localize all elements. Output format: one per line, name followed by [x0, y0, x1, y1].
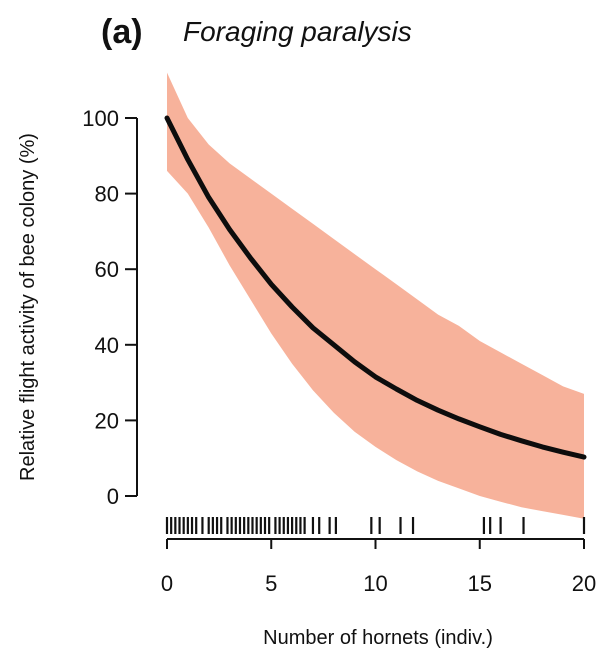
y-tick-label-80: 80 — [95, 182, 119, 207]
y-axis: 0 20 40 60 80 100 — [82, 106, 138, 509]
y-tick-label-40: 40 — [95, 333, 119, 358]
x-tick-label-5: 5 — [265, 571, 277, 596]
x-axis-title: Number of hornets (indiv.) — [263, 627, 493, 649]
y-tick-label-60: 60 — [95, 257, 119, 282]
x-axis: 0 5 10 15 20 — [161, 538, 596, 596]
x-tick-label-15: 15 — [468, 571, 492, 596]
y-tick-label-100: 100 — [82, 106, 119, 131]
fitted-curve — [164, 115, 587, 460]
x-tick-label-0: 0 — [161, 571, 173, 596]
x-tick-label-20: 20 — [572, 571, 596, 596]
y-tick-label-0: 0 — [107, 484, 119, 509]
confidence-band — [167, 72, 584, 519]
x-tick-label-10: 10 — [363, 571, 387, 596]
rug-marks — [165, 517, 586, 534]
y-axis-title: Relative flight activity of bee colony (… — [17, 133, 39, 481]
chart-title: Foraging paralysis — [183, 16, 412, 47]
panel-label: (a) — [101, 13, 143, 51]
y-tick-label-20: 20 — [95, 408, 119, 433]
plot-area — [164, 72, 587, 519]
